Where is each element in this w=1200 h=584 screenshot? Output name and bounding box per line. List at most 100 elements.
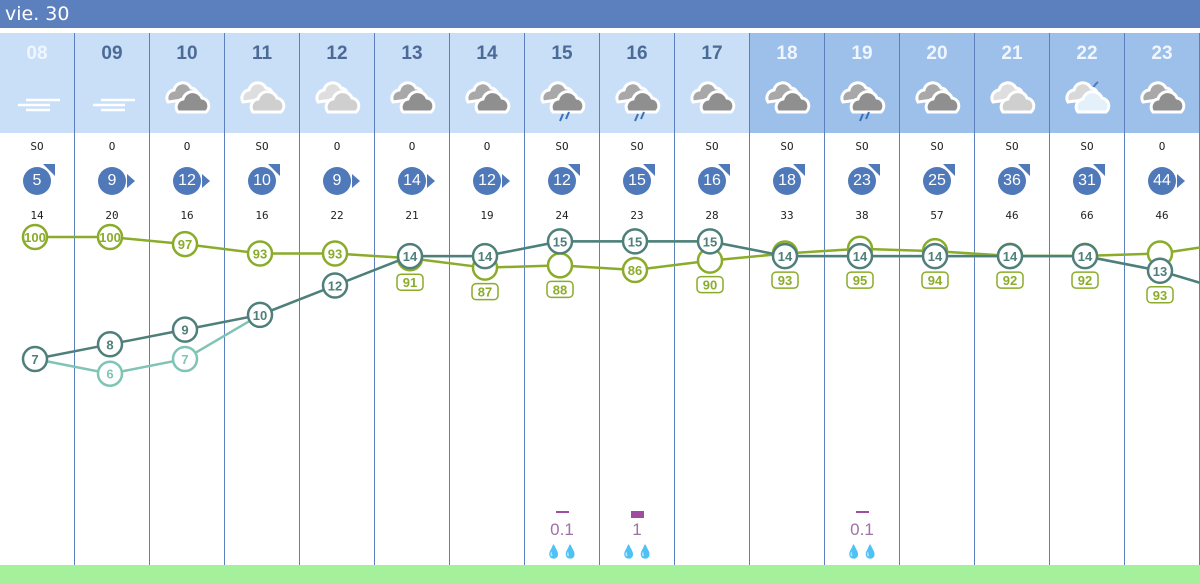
hour-header: 08	[0, 33, 74, 133]
overcast-light-icon	[315, 81, 361, 114]
svg-text:14: 14	[1078, 249, 1093, 264]
wind-speed: 10	[248, 167, 276, 195]
wind-speed: 12	[473, 167, 501, 195]
hour-header: 21	[975, 33, 1049, 133]
temperature-point: 14	[1071, 242, 1099, 270]
svg-text:93: 93	[253, 247, 267, 262]
wind-gust: 16	[180, 209, 194, 222]
hour-column: 09 O 9 20	[75, 33, 150, 584]
temperature-point: 14	[471, 242, 499, 270]
wind-direction: SO	[855, 140, 869, 153]
cloudy-icon	[465, 81, 511, 114]
bottom-strip	[0, 565, 1200, 584]
wind-arrow-northeast-icon	[868, 164, 880, 176]
feels_like-point: 6	[96, 360, 124, 387]
hour-column: 23 O 44 46	[1125, 33, 1200, 584]
svg-text:93: 93	[1153, 288, 1167, 303]
wind-speed: 9	[98, 167, 126, 195]
hour-label: 22	[1076, 43, 1098, 64]
hour-label: 08	[26, 43, 48, 64]
temperature-line	[34, 240, 1200, 361]
wind-speed: 12	[548, 167, 576, 195]
hour-header: 23	[1125, 33, 1199, 133]
svg-text:94: 94	[928, 273, 943, 288]
svg-text:15: 15	[703, 234, 717, 249]
hour-header: 09	[75, 33, 149, 133]
svg-text:12: 12	[328, 279, 342, 294]
svg-text:13: 13	[1153, 264, 1167, 279]
wind-arrow-northeast-icon	[643, 164, 655, 176]
hour-column: 21 SO 36 46	[975, 33, 1050, 584]
wind-arrow-northeast-icon	[268, 164, 280, 176]
svg-text:88: 88	[553, 282, 567, 297]
wind-arrow-northeast-icon	[943, 164, 955, 176]
hour-label: 19	[851, 43, 873, 64]
wind-arrow-northeast-icon	[1093, 164, 1105, 176]
svg-text:14: 14	[928, 249, 943, 264]
svg-text:86: 86	[628, 263, 642, 278]
overcast-light-icon	[240, 81, 286, 114]
wind-gust: 38	[855, 209, 869, 222]
hour-header: 11	[225, 33, 299, 133]
cloudy-rain-icon	[840, 81, 886, 122]
wind-gust: 20	[105, 209, 119, 222]
wind-arrow-east-icon	[202, 174, 210, 188]
hour-column: 13 O 14 21	[375, 33, 450, 584]
wind-speed: 36	[998, 167, 1026, 195]
svg-text:90: 90	[703, 278, 717, 293]
svg-text:9: 9	[181, 323, 188, 338]
temperature-point: 15	[696, 228, 724, 255]
wind-speed: 9	[323, 167, 351, 195]
wind-speed: 5	[23, 167, 51, 195]
wind-gust: 21	[405, 209, 419, 222]
svg-text:6: 6	[106, 367, 113, 382]
wind-gust: 23	[630, 209, 644, 222]
wind-arrow-northeast-icon	[568, 164, 580, 176]
wind-arrow-east-icon	[502, 174, 510, 188]
wind-direction: SO	[930, 140, 944, 153]
wind-arrow-east-icon	[1177, 174, 1185, 188]
humidity-point: 93	[246, 240, 274, 267]
hour-column: 16 SO 15 23 1 💧💧	[600, 33, 675, 584]
hour-column: 19 SO 23 38 0.1 💧💧	[825, 33, 900, 584]
wind-direction: O	[333, 140, 341, 153]
hour-header: 22	[1050, 33, 1124, 133]
svg-text:91: 91	[403, 275, 417, 290]
hour-label: 10	[176, 43, 198, 64]
wind-arrow-northeast-icon	[43, 164, 55, 176]
hour-label: 13	[401, 43, 423, 64]
svg-text:93: 93	[778, 273, 792, 288]
hour-label: 23	[1151, 43, 1173, 64]
rain-drops-icon: 💧💧	[620, 544, 654, 559]
wind-direction: SO	[255, 140, 269, 153]
hour-header: 20	[900, 33, 974, 133]
hour-column: 14 O 12 19	[450, 33, 525, 584]
fog-icon	[18, 98, 60, 112]
temperature-point: 7	[21, 345, 49, 373]
cloudy-icon	[1140, 81, 1186, 114]
humidity-point: 100	[21, 223, 49, 251]
wind-arrow-east-icon	[427, 174, 435, 188]
hour-header: 10	[150, 33, 224, 133]
hour-label: 20	[926, 43, 948, 64]
precip-value: 0.1	[550, 520, 574, 539]
svg-text:14: 14	[403, 249, 418, 264]
temperature-point: 9	[171, 316, 199, 343]
hour-label: 21	[1001, 43, 1023, 64]
precip-bar	[556, 511, 569, 513]
hour-label: 11	[251, 43, 273, 64]
hour-label: 16	[626, 43, 648, 64]
wind-arrow-east-icon	[352, 174, 360, 188]
hour-header: 12	[300, 33, 374, 133]
temperature-point: 10	[246, 301, 274, 329]
wind-gust: 33	[780, 209, 794, 222]
cloudy-rain-icon	[540, 81, 586, 122]
wind-arrow-northeast-icon	[793, 164, 805, 176]
humidity-point: 97	[171, 230, 199, 258]
svg-text:14: 14	[853, 249, 868, 264]
wind-gust: 14	[30, 209, 44, 222]
wind-direction: SO	[630, 140, 644, 153]
wind-direction: O	[483, 140, 491, 153]
wind-speed: 23	[848, 167, 876, 195]
